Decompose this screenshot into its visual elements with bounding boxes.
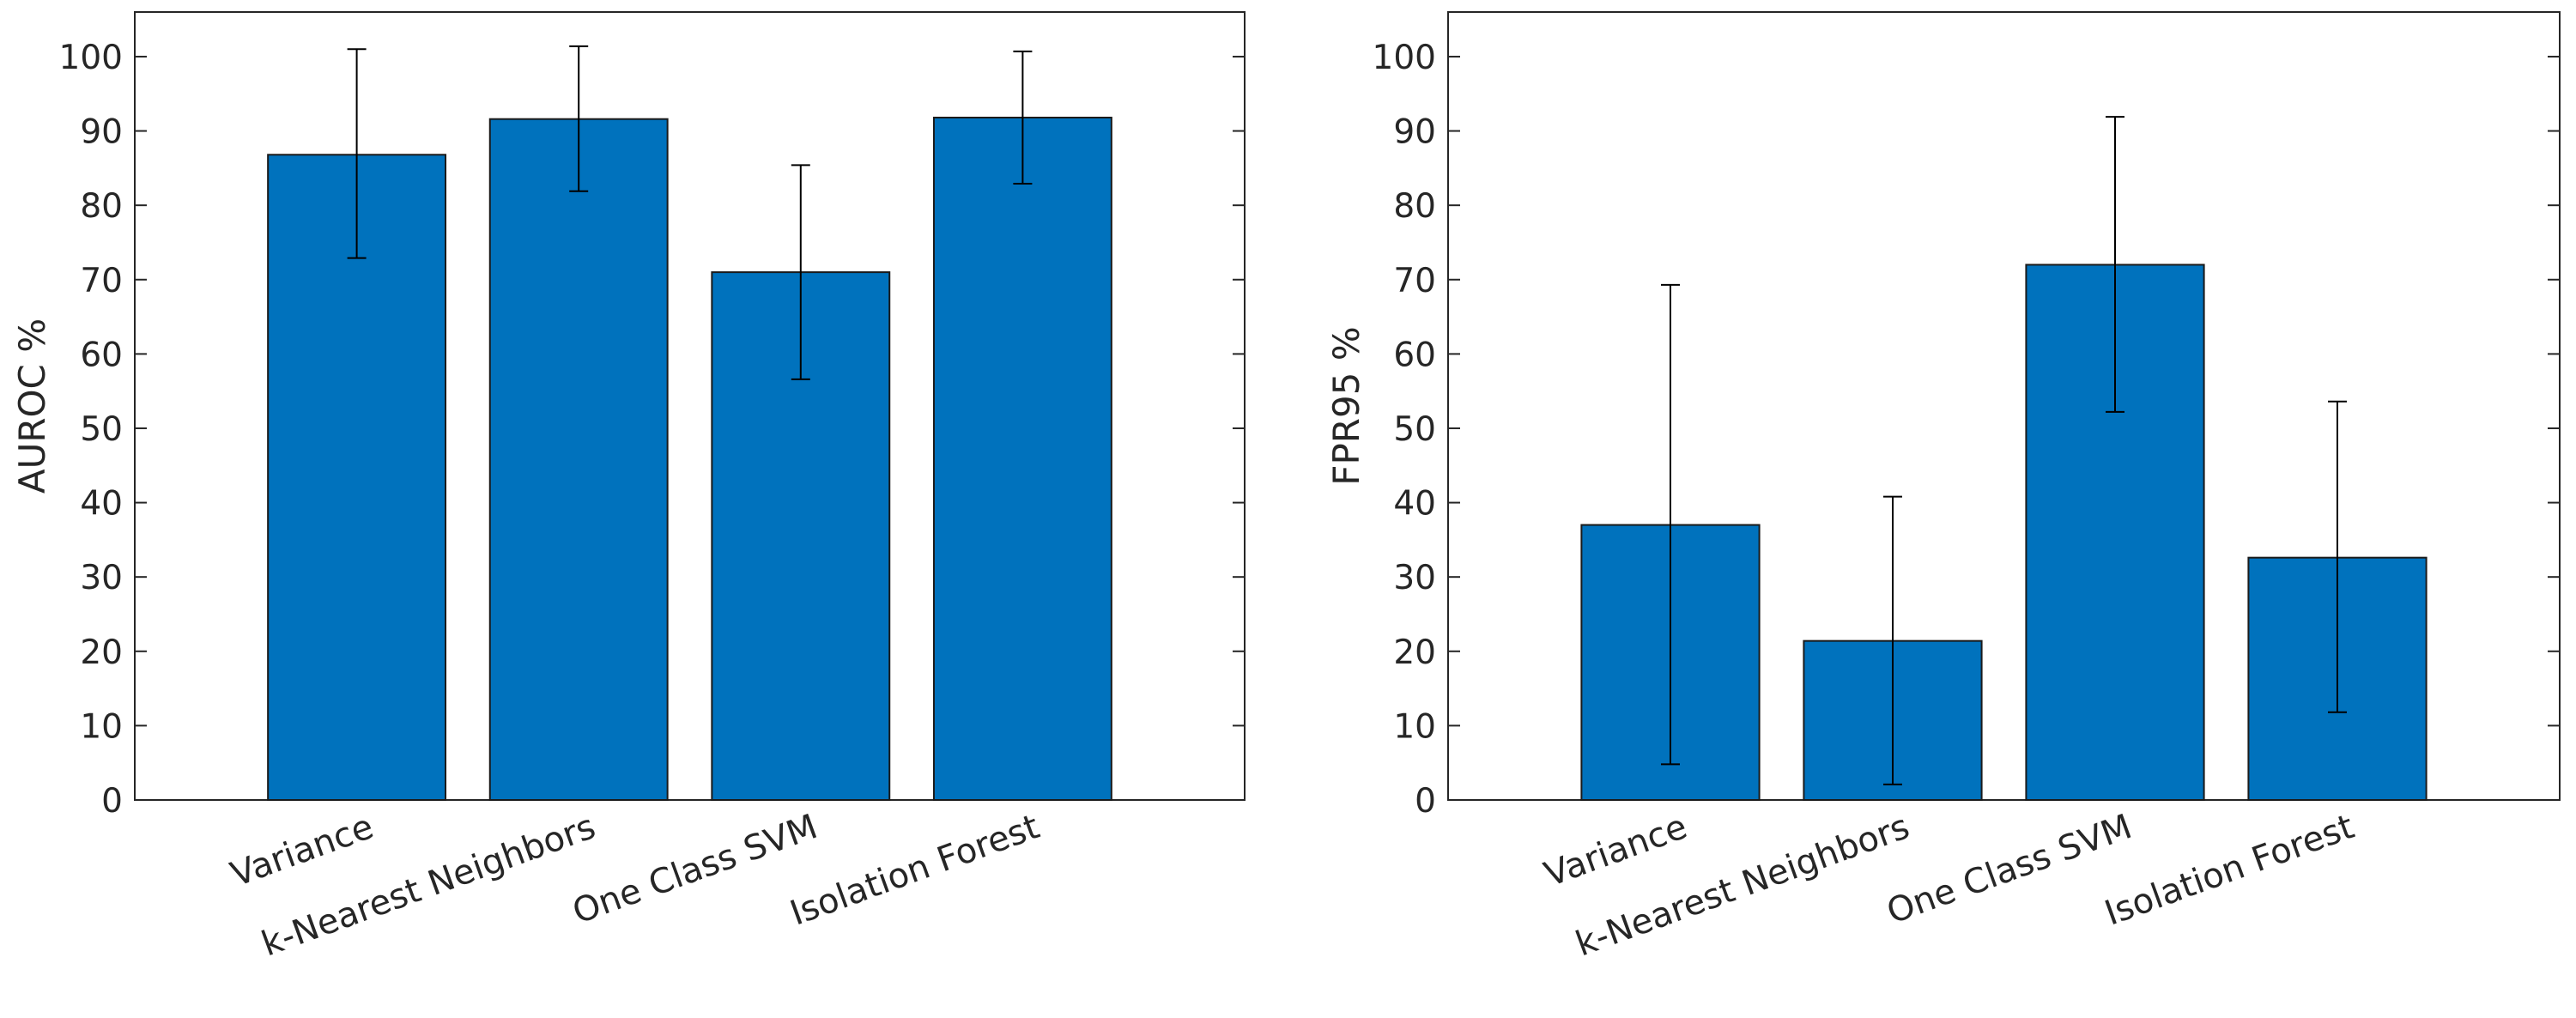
fpr95-ytick-label: 70 [1393,262,1436,300]
auroc-ytick-label: 50 [80,410,123,449]
fpr95-ytick-label: 10 [1393,707,1436,746]
auroc-bar [267,154,447,802]
fpr95-category-label: One Class SVM [1882,807,2137,932]
auroc-ytick-label: 30 [80,559,123,597]
fpr95-panel: 0102030405060708090100Variancek-Nearest … [1325,11,2561,964]
auroc-bar [488,118,669,802]
auroc-ytick-label: 0 [101,782,123,821]
auroc-ytick-label: 90 [80,113,123,152]
auroc-ytick-label: 20 [80,633,123,672]
auroc-ylabel: AUROC % [11,318,53,494]
auroc-ytick-label: 40 [80,485,123,524]
fpr95-ylabel: FPR95 % [1325,326,1367,485]
auroc-panel: 0102030405060708090100Variancek-Nearest … [11,11,1246,964]
auroc-axes-box [134,11,1246,801]
fpr95-ytick-label: 0 [1415,782,1436,821]
fpr95-category-label: Variance [1539,807,1692,894]
auroc-category-label: Isolation Forest [785,807,1045,933]
fpr95-ytick-label: 40 [1393,485,1436,524]
fpr95-category-label: Isolation Forest [2100,807,2359,933]
auroc-ytick-label: 80 [80,187,123,226]
fpr95-ytick-label: 100 [1373,39,1436,77]
fpr95-ytick-label: 20 [1393,633,1436,672]
auroc-ytick-label: 10 [80,707,123,746]
auroc-ytick-label: 70 [80,262,123,300]
fpr95-ytick-label: 90 [1393,113,1436,152]
fpr95-ytick-label: 60 [1393,336,1436,374]
fpr95-ytick-label: 50 [1393,410,1436,449]
auroc-category-label: One Class SVM [567,807,822,932]
fpr95-ytick-label: 30 [1393,559,1436,597]
fpr95-ytick-label: 80 [1393,187,1436,226]
auroc-ytick-label: 60 [80,336,123,374]
auroc-ytick-label: 100 [59,39,123,77]
fpr95-axes-box [1447,11,2561,801]
auroc-bar [932,116,1112,801]
auroc-category-label: Variance [226,807,379,894]
